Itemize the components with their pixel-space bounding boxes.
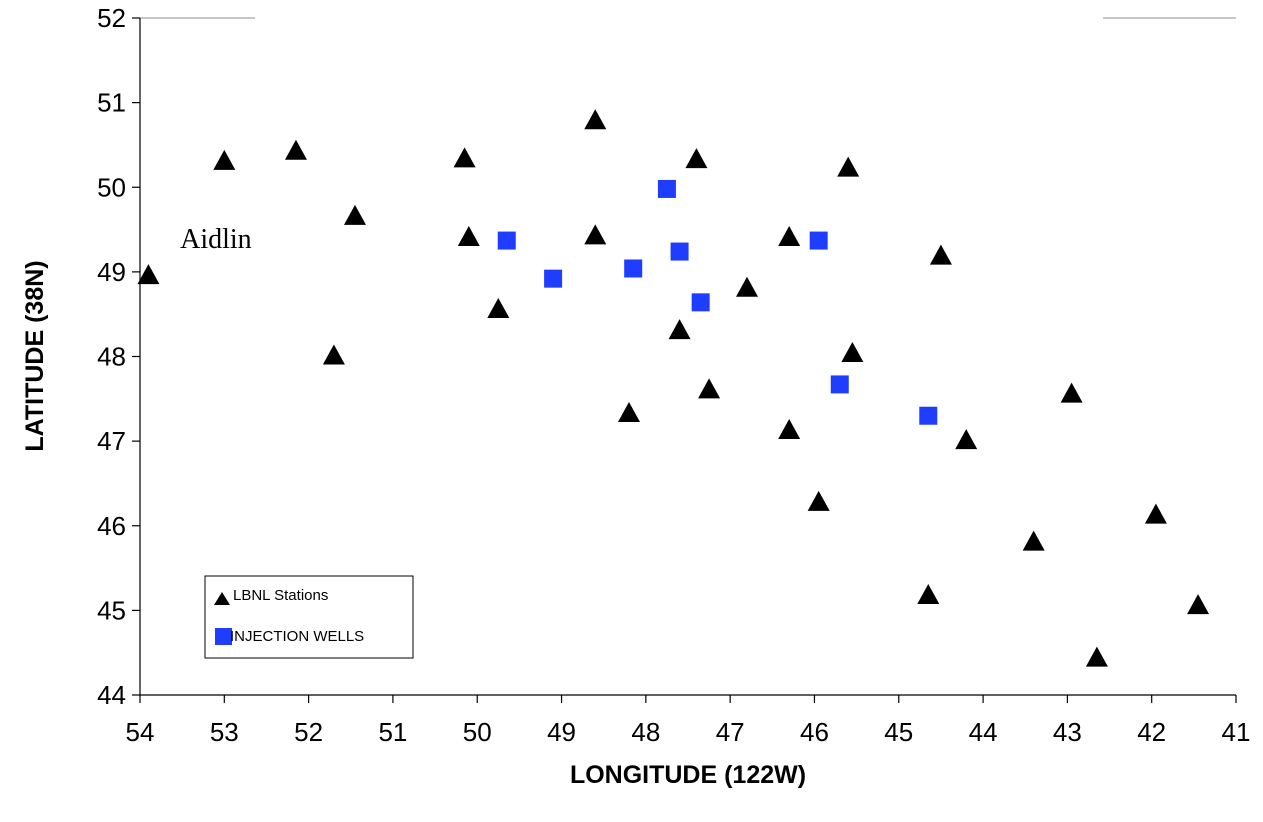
x-tick-label: 47: [716, 717, 745, 747]
x-tick-label: 46: [800, 717, 829, 747]
lbnl-stations-point: [457, 226, 480, 247]
x-tick-label: 43: [1053, 717, 1082, 747]
legend-marker-lbnl-stations: [214, 592, 230, 605]
injection-wells-point: [657, 179, 676, 198]
y-tick-label: 45: [97, 595, 126, 625]
lbnl-stations-point: [1085, 646, 1108, 667]
lbnl-stations-point: [343, 204, 366, 225]
legend-marker-injection-wells: [215, 628, 232, 645]
x-tick-label: 41: [1222, 717, 1251, 747]
lbnl-stations-point: [841, 341, 864, 362]
lbnl-stations-point: [955, 429, 978, 450]
y-tick-label: 44: [97, 680, 126, 710]
y-tick-label: 50: [97, 172, 126, 202]
lbnl-stations-point: [1144, 503, 1167, 524]
lbnl-stations-point: [929, 244, 952, 265]
lbnl-stations-point: [1060, 382, 1083, 403]
injection-wells-point: [830, 375, 849, 394]
data-points: [137, 109, 1210, 667]
x-tick-label: 44: [969, 717, 998, 747]
lbnl-stations-point: [698, 378, 721, 399]
lbnl-stations-point: [137, 264, 160, 285]
lbnl-stations-point: [685, 148, 708, 169]
injection-wells-point: [544, 269, 563, 288]
x-tick-label: 42: [1137, 717, 1166, 747]
y-axis-ticks: 44 45 46 47 48 49 50 51 52: [97, 3, 140, 710]
legend-label-lbnl-stations: LBNL Stations: [233, 587, 328, 604]
lbnl-stations-point: [584, 109, 607, 130]
y-tick-label: 52: [97, 3, 126, 33]
lbnl-stations-point: [322, 344, 345, 365]
lbnl-stations-point: [213, 149, 236, 170]
lbnl-stations-point: [778, 226, 801, 247]
lbnl-stations-point: [778, 418, 801, 439]
injection-wells-point: [919, 406, 938, 425]
lbnl-stations-point: [487, 297, 510, 318]
annotations: Aidlin: [180, 224, 252, 255]
x-tick-label: 52: [294, 717, 323, 747]
x-tick-label: 49: [547, 717, 576, 747]
x-tick-label: 48: [631, 717, 660, 747]
x-tick-label: 51: [378, 717, 407, 747]
lbnl-stations-point: [917, 583, 940, 604]
y-tick-label: 46: [97, 511, 126, 541]
legend: LBNL Stations INJECTION WELLS: [204, 575, 414, 659]
x-axis-title: LONGITUDE (122W): [570, 761, 806, 789]
y-axis-title: LATITUDE (38N): [21, 260, 49, 451]
y-tick-label: 48: [97, 342, 126, 372]
x-tick-label: 53: [210, 717, 239, 747]
legend-box: [204, 575, 414, 659]
lbnl-stations-point: [736, 276, 759, 297]
injection-wells-point: [670, 242, 689, 261]
lbnl-stations-point: [284, 139, 307, 160]
lbnl-stations-point: [617, 402, 640, 423]
injection-wells-point: [809, 231, 828, 250]
x-axis-ticks: 54 53 52 51 50 49 48 47 46 45 44 43 42 41: [126, 695, 1251, 747]
lbnl-stations-point: [668, 319, 691, 340]
injection-wells-point: [497, 231, 516, 250]
annotation-label: Aidlin: [180, 224, 252, 255]
x-tick-label: 50: [463, 717, 492, 747]
y-tick-label: 51: [97, 88, 126, 118]
lbnl-stations-point: [1022, 530, 1045, 551]
legend-label-injection-wells: INJECTION WELLS: [230, 628, 364, 645]
y-tick-label: 47: [97, 426, 126, 456]
x-tick-label: 54: [126, 717, 155, 747]
lbnl-stations-point: [837, 156, 860, 177]
injection-wells-point: [624, 259, 643, 278]
y-tick-label: 49: [97, 257, 126, 287]
x-tick-label: 45: [884, 717, 913, 747]
lbnl-stations-point: [807, 490, 830, 511]
injection-wells-point: [691, 293, 710, 312]
lbnl-stations-point: [584, 224, 607, 245]
lbnl-stations-point: [1187, 594, 1210, 615]
lbnl-stations-point: [453, 147, 476, 168]
